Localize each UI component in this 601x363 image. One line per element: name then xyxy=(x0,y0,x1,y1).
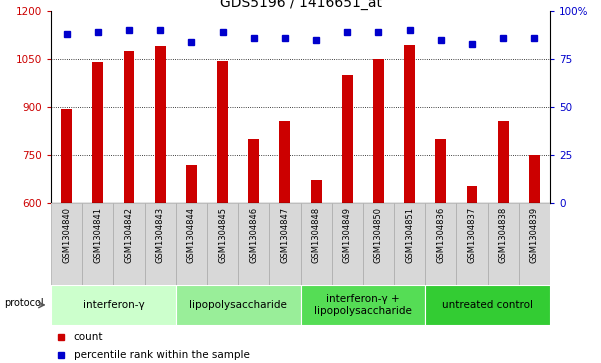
Bar xyxy=(342,75,353,363)
Bar xyxy=(51,285,176,325)
Bar xyxy=(519,203,550,285)
Bar xyxy=(269,203,300,285)
Bar xyxy=(51,203,82,285)
Bar xyxy=(404,45,415,363)
Bar xyxy=(154,46,166,363)
Text: GSM1304847: GSM1304847 xyxy=(281,207,290,263)
Text: count: count xyxy=(73,332,103,342)
Bar xyxy=(124,51,135,363)
Bar xyxy=(529,155,540,363)
Bar xyxy=(238,203,269,285)
Bar xyxy=(207,203,238,285)
Text: untreated control: untreated control xyxy=(442,300,533,310)
Bar xyxy=(93,62,103,363)
Bar xyxy=(487,203,519,285)
Text: GSM1304851: GSM1304851 xyxy=(405,207,414,262)
Bar xyxy=(466,185,477,363)
Bar xyxy=(176,203,207,285)
Text: GSM1304837: GSM1304837 xyxy=(468,207,477,263)
Text: GSM1304843: GSM1304843 xyxy=(156,207,165,263)
Text: GSM1304841: GSM1304841 xyxy=(93,207,102,262)
Text: interferon-γ: interferon-γ xyxy=(82,300,144,310)
Bar xyxy=(61,109,72,363)
Bar xyxy=(82,203,114,285)
Text: GSM1304836: GSM1304836 xyxy=(436,207,445,263)
Text: GSM1304850: GSM1304850 xyxy=(374,207,383,262)
Text: lipopolysaccharide: lipopolysaccharide xyxy=(189,300,287,310)
Bar xyxy=(426,203,456,285)
Title: GDS5196 / 1416651_at: GDS5196 / 1416651_at xyxy=(219,0,382,10)
Bar xyxy=(300,203,332,285)
Bar xyxy=(248,139,259,363)
Bar xyxy=(279,121,290,363)
Bar xyxy=(363,203,394,285)
Text: percentile rank within the sample: percentile rank within the sample xyxy=(73,350,249,360)
Text: GSM1304840: GSM1304840 xyxy=(62,207,71,262)
Text: GSM1304848: GSM1304848 xyxy=(311,207,320,263)
Bar xyxy=(311,180,322,363)
Bar xyxy=(217,61,228,363)
Text: GSM1304849: GSM1304849 xyxy=(343,207,352,262)
Bar xyxy=(300,285,426,325)
Bar xyxy=(394,203,426,285)
Bar xyxy=(373,59,384,363)
Bar xyxy=(456,203,487,285)
Text: GSM1304845: GSM1304845 xyxy=(218,207,227,262)
Text: protocol: protocol xyxy=(4,298,44,308)
Bar xyxy=(426,285,550,325)
Bar xyxy=(145,203,176,285)
Text: GSM1304838: GSM1304838 xyxy=(499,207,508,263)
Bar xyxy=(186,165,197,363)
Text: interferon-γ +
lipopolysaccharide: interferon-γ + lipopolysaccharide xyxy=(314,294,412,316)
Text: GSM1304846: GSM1304846 xyxy=(249,207,258,263)
Bar xyxy=(176,285,300,325)
Bar xyxy=(332,203,363,285)
Text: GSM1304844: GSM1304844 xyxy=(187,207,196,262)
Text: GSM1304839: GSM1304839 xyxy=(530,207,539,263)
Bar xyxy=(114,203,145,285)
Text: GSM1304842: GSM1304842 xyxy=(124,207,133,262)
Bar xyxy=(498,121,508,363)
Bar xyxy=(435,139,447,363)
